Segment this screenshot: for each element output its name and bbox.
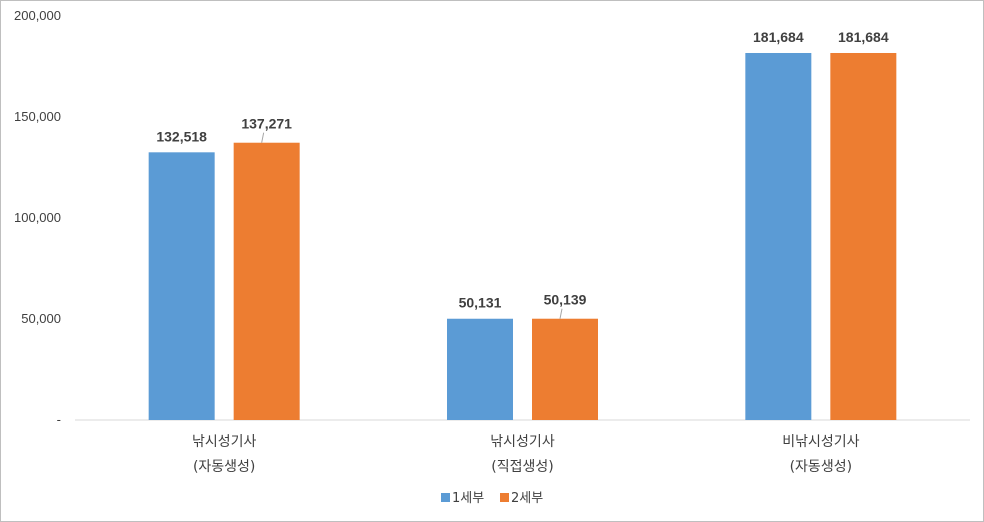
bar — [745, 52, 812, 420]
x-category-label: 낚시성기사 — [192, 434, 257, 450]
x-category-label: (자동생성) — [790, 459, 852, 475]
data-label: 137,271 — [241, 116, 292, 132]
y-tick-label: 200,000 — [14, 8, 61, 23]
data-label: 132,518 — [156, 128, 207, 144]
x-category-label: 비낚시성기사 — [782, 434, 859, 450]
y-tick-label: 50,000 — [21, 311, 61, 326]
data-label-leader — [261, 132, 265, 143]
bar — [447, 318, 513, 420]
y-tick-label: 150,000 — [14, 109, 61, 124]
data-label: 50,139 — [544, 292, 587, 308]
y-tick-label: 100,000 — [14, 210, 61, 225]
x-category-label: (직접생성) — [491, 459, 553, 475]
x-category-label: (자동생성) — [193, 459, 255, 475]
bar — [830, 52, 897, 420]
legend-label: 2세부 — [511, 491, 543, 506]
data-label-leader — [559, 308, 563, 319]
x-category-label: 낚시성기사 — [490, 434, 555, 450]
data-label: 181,684 — [753, 29, 804, 45]
bar — [233, 142, 300, 420]
legend-swatch — [500, 493, 509, 502]
data-label: 181,684 — [838, 29, 889, 45]
bar — [148, 152, 215, 420]
legend-label: 1세부 — [452, 491, 484, 506]
y-tick-label: - — [57, 412, 61, 427]
data-label: 50,131 — [459, 295, 502, 311]
legend-swatch — [441, 493, 450, 502]
bar — [532, 318, 598, 420]
